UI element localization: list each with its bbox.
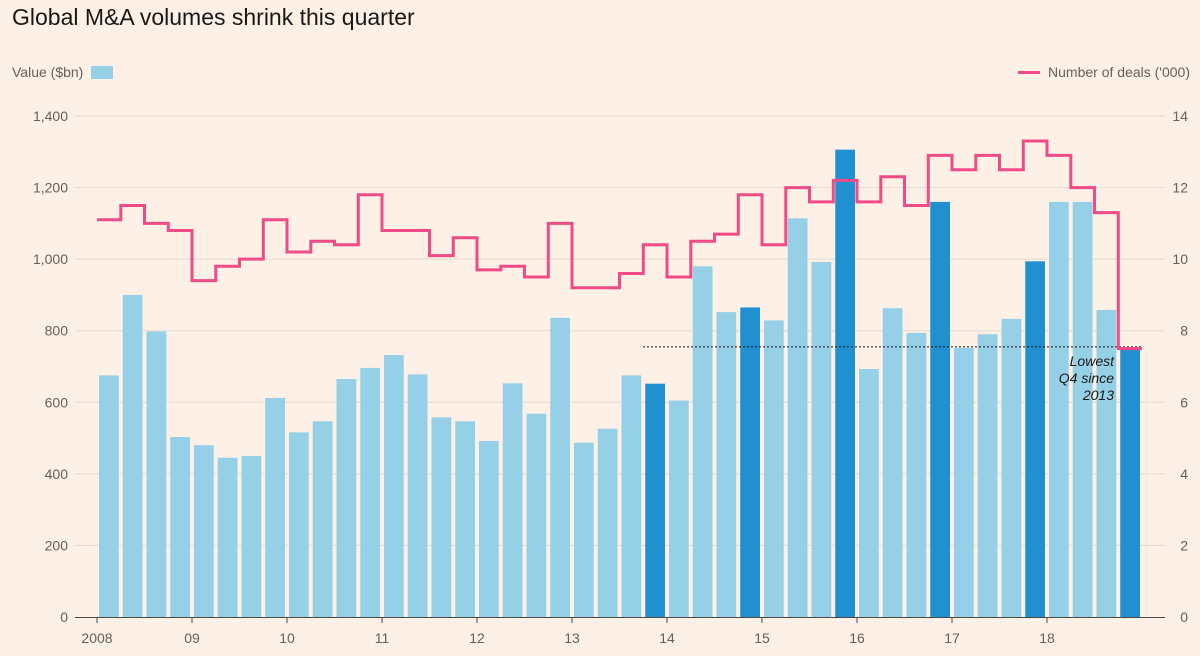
x-tick-label: 16 <box>849 630 865 646</box>
x-tick-label: 12 <box>469 630 485 646</box>
bar <box>1049 201 1069 617</box>
bar <box>621 375 642 617</box>
bar <box>550 317 570 617</box>
bar <box>384 355 404 617</box>
bar <box>764 320 784 617</box>
y2-tick-label: 8 <box>1180 323 1188 339</box>
bar <box>859 369 879 617</box>
deals-step-line <box>97 139 1142 351</box>
legend-deals-swatch <box>1018 70 1041 74</box>
bar <box>241 455 262 617</box>
reference-line-label: 2013 <box>1082 387 1114 403</box>
bar <box>217 457 238 617</box>
y2-tick-label: 6 <box>1180 394 1188 410</box>
x-tick-label: 11 <box>375 630 390 646</box>
bar <box>265 397 285 617</box>
bar <box>479 440 499 617</box>
y-tick-label: 200 <box>45 537 69 553</box>
y-tick-label: 800 <box>45 323 69 339</box>
bar <box>574 442 594 617</box>
bar <box>811 262 832 617</box>
bar <box>692 266 713 617</box>
x-tick-label: 14 <box>659 630 675 646</box>
bar <box>977 334 998 617</box>
x-tick-label: 17 <box>944 630 960 646</box>
y2-tick-label: 10 <box>1172 251 1188 267</box>
bar <box>716 312 737 617</box>
bar <box>882 308 903 617</box>
bar <box>502 383 523 617</box>
bar <box>431 417 452 617</box>
y-tick-label: 0 <box>60 609 68 625</box>
x-tick-label: 2008 <box>81 630 112 646</box>
bar <box>597 428 618 617</box>
chart-title: Global M&A volumes shrink this quarter <box>12 4 415 30</box>
x-tick-label: 13 <box>564 630 580 646</box>
x-tick-label: 09 <box>184 630 200 646</box>
legend-deals-label: Number of deals ('000) <box>1048 64 1190 80</box>
bar <box>954 347 974 617</box>
bar <box>1072 201 1093 617</box>
bar <box>526 413 547 617</box>
legend-value: Value ($bn) <box>12 64 114 80</box>
bar <box>1001 318 1022 617</box>
y-tick-label: 1,400 <box>33 108 68 124</box>
y2-tick-label: 0 <box>1180 609 1188 625</box>
bar <box>146 331 167 617</box>
bar <box>407 374 428 617</box>
bar <box>1120 348 1140 617</box>
legend-value-swatch <box>91 65 114 79</box>
reference-line-label: Lowest <box>1070 353 1115 369</box>
bar <box>170 436 190 617</box>
bar <box>455 421 475 617</box>
bar <box>835 149 855 618</box>
bar <box>289 432 309 617</box>
y2-tick-label: 4 <box>1180 466 1188 482</box>
bar <box>312 421 333 617</box>
bar <box>360 367 380 617</box>
bar <box>645 383 665 617</box>
legend-value-label: Value ($bn) <box>12 64 84 80</box>
bar <box>740 307 760 617</box>
bar <box>336 379 357 617</box>
y-tick-label: 400 <box>45 466 69 482</box>
x-tick-label: 10 <box>279 630 295 646</box>
y-tick-label: 1,200 <box>33 180 68 196</box>
reference-line-label: Q4 since <box>1059 370 1114 386</box>
bar <box>669 400 689 617</box>
y-tick-label: 1,000 <box>33 251 68 267</box>
bar <box>122 294 143 617</box>
bar <box>1096 309 1117 617</box>
y2-tick-label: 2 <box>1180 537 1188 553</box>
bar <box>99 375 119 617</box>
bar <box>930 201 950 617</box>
legend-deals: Number of deals ('000) <box>1018 64 1190 80</box>
bar <box>906 332 927 617</box>
y-tick-label: 600 <box>45 394 69 410</box>
x-tick-label: 15 <box>754 630 770 646</box>
bar <box>1025 261 1045 617</box>
x-tick-label: 18 <box>1039 630 1055 646</box>
y2-tick-label: 14 <box>1172 108 1188 124</box>
bar <box>787 218 808 617</box>
y2-tick-label: 12 <box>1172 180 1188 196</box>
bar <box>194 445 214 617</box>
